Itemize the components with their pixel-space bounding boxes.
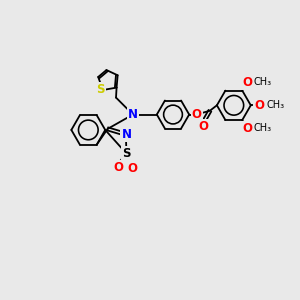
Text: CH₃: CH₃ — [266, 100, 284, 110]
Text: S: S — [122, 147, 130, 160]
Text: O: O — [114, 161, 124, 174]
Text: N: N — [122, 128, 132, 141]
Text: S: S — [96, 83, 105, 97]
Text: O: O — [254, 99, 264, 112]
Text: CH₃: CH₃ — [254, 123, 272, 134]
Text: O: O — [242, 76, 252, 89]
Text: CH₃: CH₃ — [254, 77, 272, 87]
Text: O: O — [242, 122, 252, 135]
Text: N: N — [128, 108, 138, 121]
Text: O: O — [192, 108, 202, 121]
Text: O: O — [128, 162, 137, 175]
Text: O: O — [198, 120, 208, 134]
